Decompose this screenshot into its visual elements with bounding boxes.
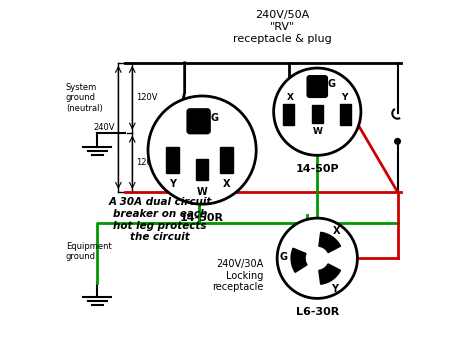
Circle shape [395, 139, 401, 144]
Bar [196, 159, 209, 180]
Bar [283, 104, 294, 125]
Circle shape [273, 68, 361, 155]
Text: 14-50R: 14-50R [180, 213, 224, 223]
Bar [166, 147, 179, 173]
Text: X: X [223, 179, 230, 189]
Circle shape [148, 96, 256, 204]
Text: 240V/30A
Locking
receptacle: 240V/30A Locking receptacle [212, 259, 263, 292]
Text: G: G [280, 252, 288, 261]
Circle shape [277, 218, 357, 298]
Text: Y: Y [331, 284, 338, 295]
Text: G: G [328, 79, 336, 89]
FancyBboxPatch shape [307, 76, 328, 97]
Text: X: X [287, 92, 294, 102]
Text: Y: Y [169, 179, 176, 189]
Text: G: G [211, 113, 219, 122]
Text: W: W [197, 187, 208, 197]
Polygon shape [319, 232, 340, 253]
Text: 240V: 240V [93, 123, 115, 132]
Polygon shape [291, 248, 307, 272]
Text: 120V: 120V [136, 158, 157, 167]
FancyBboxPatch shape [187, 109, 210, 134]
Text: L6-30R: L6-30R [296, 307, 339, 317]
Bar [340, 104, 352, 125]
Text: W: W [312, 127, 322, 136]
Text: A 30A dual circuit
breaker on each
hot leg protects
the circuit: A 30A dual circuit breaker on each hot l… [109, 198, 212, 242]
Text: 240V/50A
"RV"
receptacle & plug: 240V/50A "RV" receptacle & plug [233, 10, 332, 44]
Text: 14-50P: 14-50P [295, 164, 339, 174]
Text: System
ground
(neutral): System ground (neutral) [66, 83, 103, 113]
Text: Y: Y [341, 92, 347, 102]
Bar [312, 105, 323, 123]
Polygon shape [319, 264, 340, 284]
Text: Equipment
ground: Equipment ground [66, 242, 112, 261]
Text: X: X [333, 225, 340, 236]
Bar [220, 147, 233, 173]
Text: 120V: 120V [136, 93, 157, 102]
